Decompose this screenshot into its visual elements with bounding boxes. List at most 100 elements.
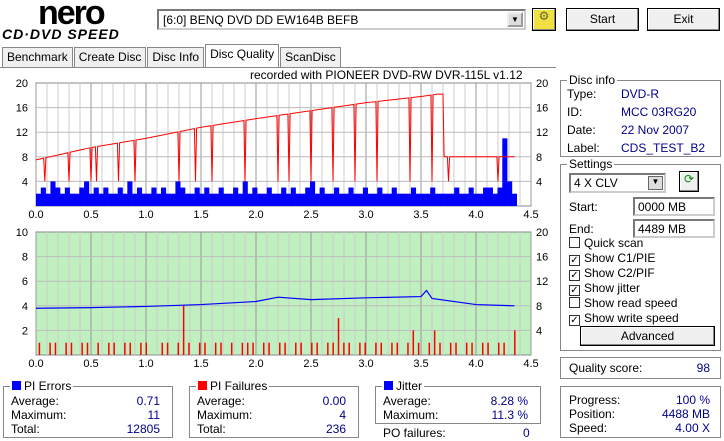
checkbox-quick-scan[interactable]: Quick scan	[569, 236, 643, 250]
checkbox-box[interactable]: ✓	[569, 255, 580, 266]
position-value: 4488 MB	[661, 407, 710, 421]
chevron-down-icon[interactable]: ▼	[507, 12, 523, 27]
pi-failure-bar	[182, 305, 185, 355]
pi-error-bar	[473, 193, 479, 206]
pi-failure-bar	[54, 342, 57, 355]
drive-select[interactable]: [6:0] BENQ DVD DD EW164B BEFB ▼	[157, 9, 526, 30]
pi-error-bar	[40, 187, 46, 206]
quality-score-box: Quality score: 98	[560, 357, 721, 379]
pi-error-bar	[228, 193, 234, 206]
checkbox-show-read-speed[interactable]: Show read speed	[569, 296, 677, 310]
y-tick-label: 20	[16, 78, 28, 90]
tab-benchmark[interactable]: Benchmark	[2, 47, 73, 67]
pi-failure-bar	[514, 330, 516, 355]
pi-error-bar	[194, 187, 200, 206]
pi-failure-bar	[359, 342, 361, 355]
pi-error-bar	[165, 193, 171, 206]
pi-failures-title: PI Failures	[210, 379, 268, 393]
pi-failure-bar	[433, 330, 436, 355]
pi-failure-bar	[252, 342, 254, 355]
start-input[interactable]: 0000 MB	[633, 197, 715, 216]
pi-error-bar	[463, 193, 469, 206]
pi-error-bar	[74, 193, 80, 206]
pi-failure-bar	[380, 342, 383, 355]
pi-error-bar	[362, 187, 368, 206]
tab-scandisc[interactable]: ScanDisc	[280, 47, 341, 67]
pi-error-bar	[276, 193, 282, 206]
pi-failure-bar	[343, 342, 345, 355]
pi-error-bar	[132, 193, 138, 206]
pi-error-bar	[468, 187, 474, 206]
tab-disc-quality[interactable]: Disc Quality	[205, 44, 280, 67]
pi-error-bar	[88, 193, 94, 206]
pi-failure-bar	[49, 342, 51, 355]
pi-error-bar	[252, 187, 258, 206]
chevron-down-icon[interactable]: ▼	[648, 176, 663, 190]
pi-error-bar	[170, 193, 176, 206]
pie-total-value: 12805	[126, 422, 160, 436]
pi-error-bar	[430, 187, 436, 206]
pi-error-bar	[175, 181, 181, 206]
checkbox-box[interactable]	[569, 237, 580, 248]
tab-create-disc[interactable]: Create Disc	[73, 47, 147, 67]
exit-button[interactable]: Exit	[647, 8, 720, 31]
pi-error-bar	[324, 193, 330, 206]
checkbox-show-c1-pie[interactable]: ✓ Show C1/PIE	[569, 251, 655, 266]
pi-error-bar	[108, 193, 114, 206]
pi-error-bar	[425, 193, 431, 206]
pi-error-bar	[146, 193, 152, 206]
pi-failure-bar	[204, 342, 206, 355]
checkbox-box[interactable]: ✓	[569, 285, 580, 296]
pie-avg-label: Average:	[11, 394, 59, 408]
checkbox-show-write-speed[interactable]: ✓ Show write speed	[569, 311, 679, 326]
checkbox-show-c2-pif[interactable]: ✓ Show C2/PIF	[569, 266, 655, 281]
po-failures-label: PO failures:	[383, 426, 446, 440]
checkbox-box[interactable]: ✓	[569, 270, 580, 281]
advanced-button[interactable]: Advanced	[580, 326, 715, 346]
tab-disc-info[interactable]: Disc Info	[147, 47, 205, 67]
pi-error-bar	[117, 187, 123, 206]
pi-error-bar	[141, 193, 147, 206]
speed-label: Speed:	[569, 421, 608, 435]
pi-error-bar	[218, 187, 224, 206]
jitter-line	[35, 289, 515, 309]
pi-error-bar	[439, 193, 445, 206]
speed-select[interactable]: 4 X CLV ▼	[569, 173, 666, 193]
pi-error-bar	[391, 187, 397, 206]
end-input[interactable]: 4489 MB	[633, 219, 715, 238]
id-value: MCC 03RG20	[621, 105, 697, 119]
pi-failure-bar	[230, 342, 233, 355]
pi-error-bar	[127, 181, 133, 206]
pi-error-bar	[233, 187, 239, 206]
start-button[interactable]: Start	[566, 8, 639, 31]
pi-failure-bar	[471, 342, 473, 355]
tab-bar: Benchmark Create Disc Disc Info Disc Qua…	[2, 44, 342, 67]
x-tick-label: 3.5	[413, 358, 428, 370]
pi-failure-bar	[498, 342, 500, 355]
pi-failure-bar	[268, 342, 270, 355]
pi-error-bar	[55, 187, 61, 206]
pi-failure-bar	[364, 342, 366, 355]
y-tick-label: 4	[22, 301, 28, 313]
pi-error-bar	[223, 193, 229, 206]
pi-error-bar	[343, 193, 349, 206]
start-label: Start:	[569, 200, 598, 214]
pi-error-bar	[285, 193, 292, 206]
refresh-drive-icon[interactable]: ⚙	[532, 8, 556, 31]
y2-tick-label: 12	[536, 276, 548, 288]
refresh-speeds-icon[interactable]: ⟳	[679, 171, 699, 192]
checkbox-box[interactable]	[569, 297, 580, 308]
checkbox-box[interactable]: ✓	[569, 315, 580, 326]
pi-failure-bar	[332, 342, 334, 355]
pi-failure-bar	[220, 342, 222, 355]
checkbox-show-jitter[interactable]: ✓ Show jitter	[569, 281, 640, 296]
pi-failure-bar	[214, 342, 217, 355]
pi-errors-color-icon	[12, 381, 21, 390]
pi-error-bar	[151, 187, 157, 206]
y2-tick-label: 8	[536, 152, 542, 164]
disc-quality-charts: 0.0 0.5 1.0 1.5 2.0 2.5 3.0 3.5 4.0 4.52016128420…	[16, 78, 549, 370]
x-tick-label: 2.5	[303, 209, 318, 221]
jitter-avg-value: 8.28 %	[490, 394, 528, 408]
pi-error-bar	[69, 193, 75, 206]
pi-error-bar	[410, 187, 417, 206]
